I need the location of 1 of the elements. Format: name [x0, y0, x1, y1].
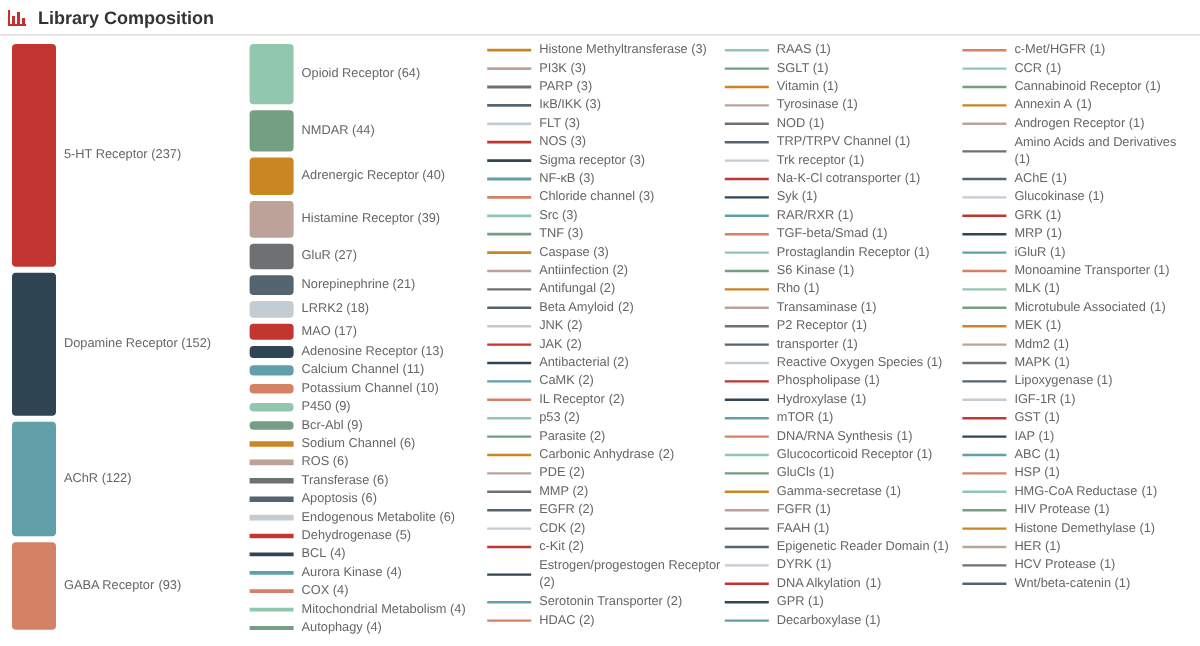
text: Library Composition	[38, 7, 215, 27]
